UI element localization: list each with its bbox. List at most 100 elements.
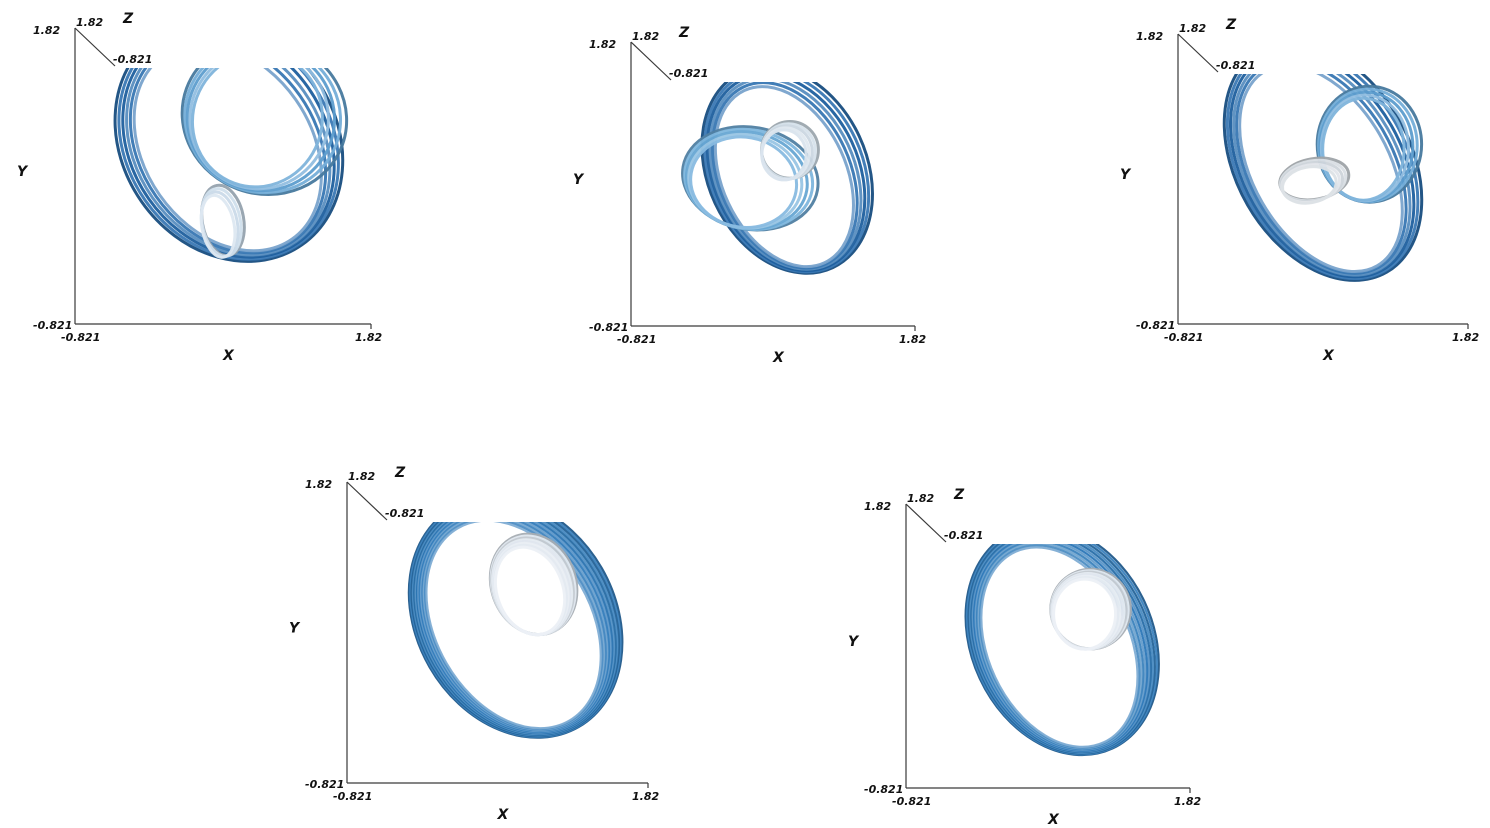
trajectory-group bbox=[113, 68, 349, 263]
z-axis-line bbox=[630, 41, 672, 81]
z-max-tick: 1.82 bbox=[632, 30, 659, 43]
x-max-tick: 1.82 bbox=[1452, 331, 1479, 344]
z-axis-line bbox=[346, 481, 388, 521]
trajectory-ring bbox=[689, 135, 799, 229]
x-axis-title: X bbox=[1047, 812, 1060, 828]
trajectory-outer-loop bbox=[1222, 74, 1424, 282]
y-max-tick: 1.82 bbox=[305, 478, 332, 491]
z-max-tick: 1.82 bbox=[1179, 22, 1206, 35]
trajectory-left-loop bbox=[681, 125, 820, 232]
trajectory-upper-loop bbox=[180, 68, 349, 197]
attractor-panel-4: -0.821 1.82 -0.821 1.82 1.82 -0.821 X Y Z bbox=[289, 465, 659, 823]
trajectory-ring bbox=[703, 82, 871, 274]
trajectory-ring bbox=[705, 82, 867, 273]
trajectory-ring bbox=[132, 68, 323, 253]
x-axis-title: X bbox=[497, 807, 510, 823]
y-max-tick: 1.82 bbox=[33, 24, 60, 37]
y-axis-title: Y bbox=[573, 172, 585, 188]
trajectory-group bbox=[1222, 74, 1424, 282]
y-min-tick: -0.821 bbox=[589, 321, 628, 334]
attractor-panel-3: -0.821 1.82 -0.821 1.82 1.82 -0.821 X Y Z bbox=[1120, 17, 1479, 364]
trajectory-ring bbox=[121, 68, 336, 259]
trajectory-group bbox=[681, 82, 874, 275]
trajectory-outer-shell bbox=[407, 522, 624, 739]
trajectory-ring bbox=[113, 68, 345, 263]
y-min-tick: -0.821 bbox=[1136, 319, 1175, 332]
z-axis-line bbox=[1177, 33, 1219, 73]
trajectory-inner-lobe bbox=[760, 119, 820, 182]
trajectory-ring bbox=[1052, 577, 1118, 651]
trajectory-ring bbox=[977, 544, 1143, 750]
z-axis-title: Z bbox=[122, 11, 134, 27]
trajectory-inner-core bbox=[488, 532, 579, 637]
trajectory-ring bbox=[128, 68, 328, 255]
trajectory-inner-lobe bbox=[199, 183, 246, 259]
trajectory-right-loop bbox=[1315, 84, 1424, 204]
z-min-tick: -0.821 bbox=[669, 67, 708, 80]
z-min-tick: -0.821 bbox=[113, 53, 152, 66]
x-min-tick: -0.821 bbox=[61, 331, 100, 344]
z-axis-title: Z bbox=[394, 465, 406, 481]
x-min-tick: -0.821 bbox=[1164, 331, 1203, 344]
z-max-tick: 1.82 bbox=[348, 470, 375, 483]
x-max-tick: 1.82 bbox=[899, 333, 926, 346]
x-min-tick: -0.821 bbox=[333, 790, 372, 803]
trajectory-ring bbox=[494, 545, 567, 637]
x-min-tick: -0.821 bbox=[617, 333, 656, 346]
trajectory-ring bbox=[1235, 74, 1408, 275]
y-min-tick: -0.821 bbox=[864, 783, 903, 796]
y-axis-title: Y bbox=[17, 164, 29, 180]
trajectory-ring bbox=[1280, 165, 1338, 205]
x-axis-title: X bbox=[772, 350, 785, 366]
trajectory-ring bbox=[1228, 74, 1416, 279]
trajectory-ring bbox=[713, 85, 855, 269]
y-max-tick: 1.82 bbox=[864, 500, 891, 513]
x-axis-title: X bbox=[1322, 348, 1335, 364]
trajectory-group bbox=[964, 544, 1160, 757]
trajectory-ring bbox=[711, 82, 859, 270]
trajectory-ring bbox=[1321, 96, 1406, 202]
y-axis-title: Y bbox=[1120, 167, 1132, 183]
z-max-tick: 1.82 bbox=[76, 16, 103, 29]
trajectory-ring bbox=[700, 82, 874, 275]
x-axis-title: X bbox=[222, 348, 235, 364]
z-axis-line bbox=[905, 503, 947, 543]
trajectory-ring bbox=[760, 128, 808, 182]
x-max-tick: 1.82 bbox=[632, 790, 659, 803]
trajectory-ring bbox=[185, 68, 337, 193]
y-min-tick: -0.821 bbox=[33, 319, 72, 332]
attractor-panel-1: -0.821 1.82 -0.821 1.82 1.82 -0.821 X Y Z bbox=[17, 11, 382, 364]
y-axis-title: Y bbox=[848, 634, 860, 650]
trajectory-inner-core bbox=[1049, 567, 1132, 651]
attractor-panel-5: -0.821 1.82 -0.821 1.82 1.82 -0.821 X Y Z bbox=[848, 487, 1201, 828]
z-axis-line bbox=[74, 27, 116, 67]
trajectory-ring bbox=[708, 82, 863, 271]
trajectory-ring bbox=[975, 544, 1145, 751]
z-min-tick: -0.821 bbox=[1216, 59, 1255, 72]
z-axis-title: Z bbox=[1225, 17, 1237, 33]
trajectory-ring bbox=[199, 193, 237, 259]
trajectory-ring bbox=[125, 68, 332, 257]
trajectory-group bbox=[407, 522, 624, 739]
z-axis-title: Z bbox=[953, 487, 965, 503]
x-max-tick: 1.82 bbox=[355, 331, 382, 344]
trajectory-ring bbox=[190, 68, 324, 189]
trajectory-outer-loop bbox=[113, 68, 345, 263]
trajectory-ring bbox=[425, 522, 602, 730]
trajectory-ring bbox=[1225, 74, 1420, 281]
y-max-tick: 1.82 bbox=[1136, 30, 1163, 43]
y-max-tick: 1.82 bbox=[589, 38, 616, 51]
y-axis-title: Y bbox=[289, 621, 301, 637]
trajectory-ring bbox=[1238, 74, 1404, 274]
x-max-tick: 1.82 bbox=[1174, 795, 1201, 808]
trajectory-inner-lobe bbox=[1278, 156, 1351, 205]
trajectory-ring bbox=[1222, 74, 1424, 282]
x-min-tick: -0.821 bbox=[892, 795, 931, 808]
z-axis-title: Z bbox=[678, 25, 690, 41]
y-min-tick: -0.821 bbox=[305, 778, 344, 791]
trajectory-outer-loop bbox=[700, 82, 874, 275]
trajectory-ring bbox=[1232, 74, 1412, 277]
attractor-panel-2: -0.821 1.82 -0.821 1.82 1.82 -0.821 X Y Z bbox=[573, 25, 926, 366]
z-min-tick: -0.821 bbox=[944, 529, 983, 542]
